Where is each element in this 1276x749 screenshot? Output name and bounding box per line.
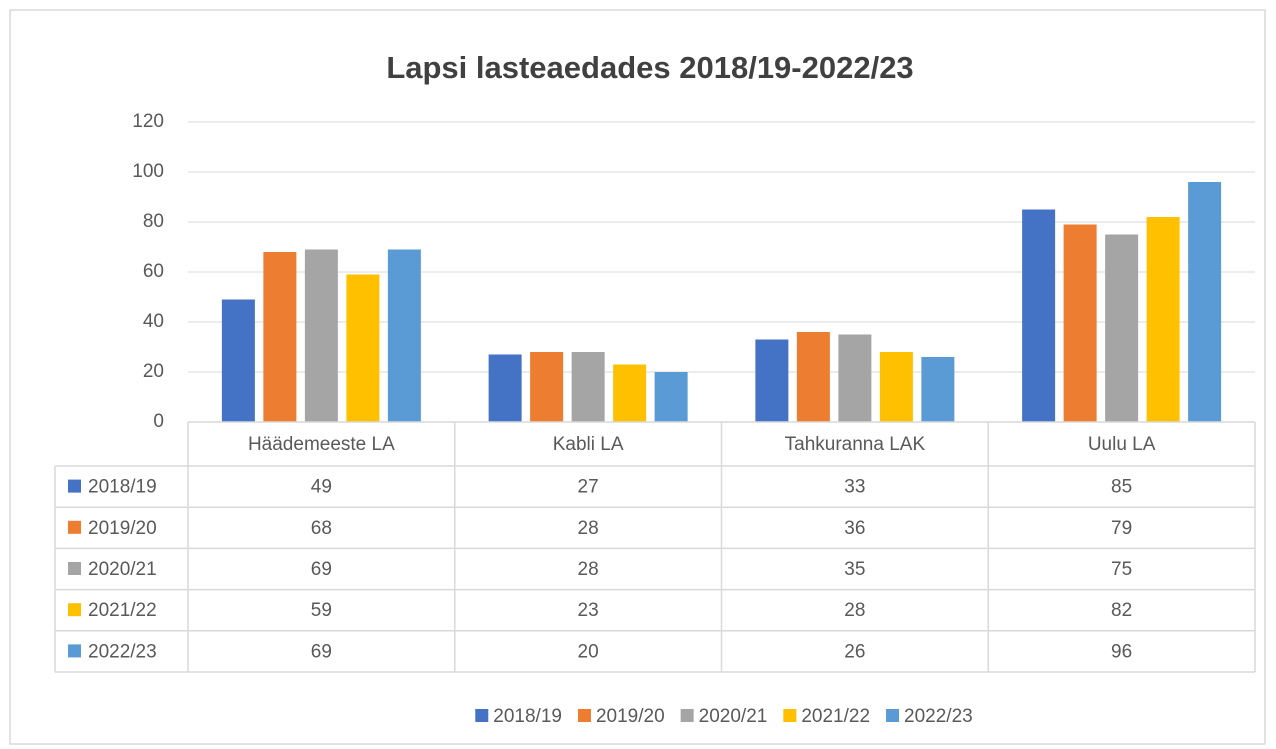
table-cell: 69 [311,641,332,662]
table-legend-key [68,644,81,658]
legend-key [577,709,591,722]
x-tick-label: Tahkuranna LAK [785,434,926,455]
bar [1022,209,1056,422]
bar [613,364,647,422]
legend-item: 2022/23 [886,706,973,727]
legend-label: 2021/22 [801,706,870,727]
x-tick-label: Häädemeeste LA [248,434,395,455]
table-cell: 28 [578,559,599,580]
bar [879,352,913,422]
legend-key [475,709,489,722]
table-legend-key [68,520,81,534]
y-tick-label: 100 [132,161,164,182]
table-cell: 23 [578,600,599,621]
bar [387,249,421,422]
table-cell: 35 [844,559,865,580]
table-cell: 96 [1111,641,1132,662]
legend-key [886,709,900,722]
y-tick-label: 80 [143,211,164,232]
table-cell: 69 [311,559,332,580]
table-cell: 28 [844,600,865,621]
legend-label: 2022/23 [904,706,973,727]
bar [654,372,688,422]
table-series-name: 2018/19 [88,477,157,498]
table-cell: 36 [844,518,865,539]
table-cell: 85 [1111,477,1132,498]
table-cell: 68 [311,518,332,539]
legend-label: 2019/20 [596,706,665,727]
y-tick-label: 60 [143,261,164,282]
table-cell: 26 [844,641,865,662]
y-tick-label: 20 [143,361,164,382]
table-cell: 33 [844,477,865,498]
bar [263,252,297,422]
y-tick-label: 40 [143,311,164,332]
legend-key [680,709,694,722]
bar [304,249,338,422]
table-cell: 79 [1111,518,1132,539]
table-series-name: 2020/21 [88,559,157,580]
bar [1105,234,1139,422]
bar [1188,182,1222,422]
table-cell: 75 [1111,559,1132,580]
legend-item: 2019/20 [577,706,665,727]
table-series-name: 2022/23 [88,641,157,662]
legend-key [783,709,797,722]
bar [571,352,605,422]
legend-label: 2018/19 [493,706,562,727]
chart-title: Lapsi lasteaedades 2018/19-2022/23 [386,50,913,85]
table-cell: 27 [578,477,599,498]
bar [796,332,830,422]
table-cell: 28 [578,518,599,539]
legend-label: 2020/21 [699,706,768,727]
table-series-name: 2019/20 [88,518,157,539]
table-series-name: 2021/22 [88,600,157,621]
legend-item: 2018/19 [475,706,562,727]
y-tick-label: 120 [132,111,164,132]
legend-item: 2020/21 [680,706,768,727]
bar [221,299,255,422]
table-cell: 82 [1111,600,1132,621]
bar [1146,217,1180,422]
table-cell: 49 [311,477,332,498]
x-tick-label: Uulu LA [1088,434,1156,455]
bar [488,354,522,422]
table-cell: 20 [578,641,599,662]
legend-item: 2021/22 [783,706,870,727]
bar [838,334,872,422]
table-legend-key [68,562,81,575]
bar [921,357,955,422]
x-tick-label: Kabli LA [553,434,624,455]
y-tick-label: 0 [153,411,164,432]
table-legend-key [68,479,81,493]
bar [1063,224,1097,422]
bar [530,352,564,422]
bar [755,339,789,422]
table-legend-key [68,603,81,617]
table-cell: 59 [311,600,332,621]
bar [346,274,380,422]
